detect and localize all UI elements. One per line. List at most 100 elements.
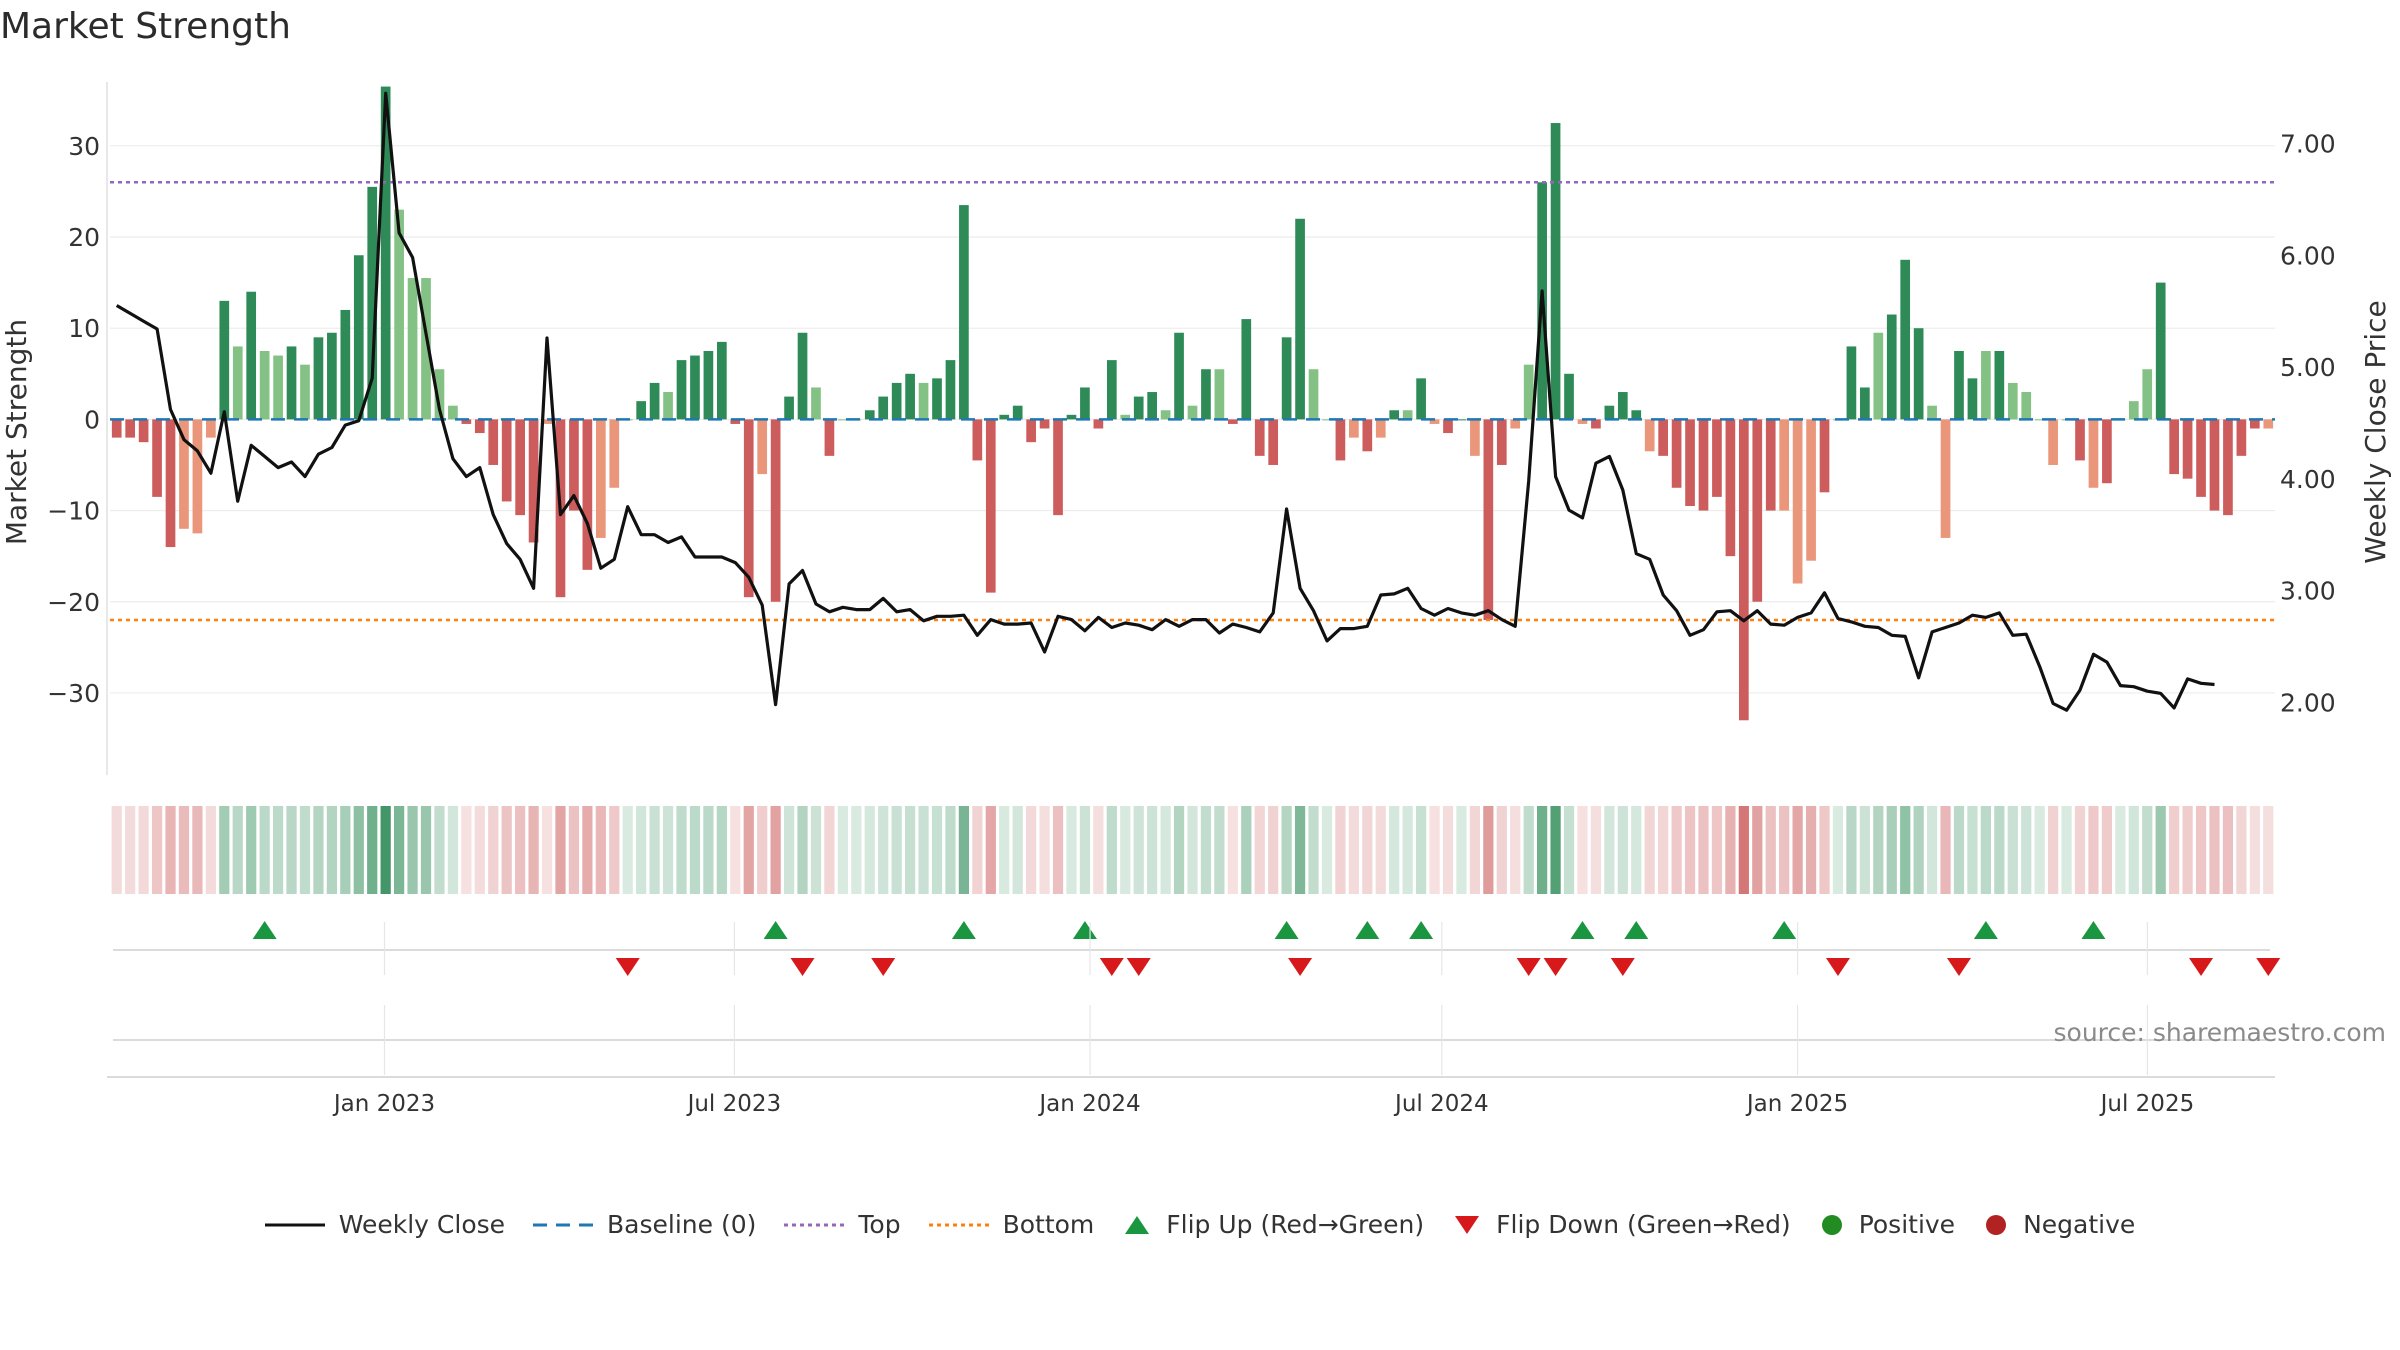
y-tick-label: 10: [68, 314, 100, 343]
strip-cell: [622, 806, 633, 894]
strength-bar: [192, 419, 203, 534]
strength-bar: [999, 414, 1010, 420]
strip-cell: [891, 806, 902, 894]
strip-cell: [1442, 806, 1454, 894]
strip-cell: [689, 806, 701, 894]
strip-cell: [1510, 806, 1521, 894]
strip-cell: [1281, 806, 1292, 894]
flip-down-marker: [790, 958, 815, 976]
strip-cell: [178, 806, 190, 894]
strength-bar: [1335, 419, 1346, 461]
strip-cell: [568, 806, 580, 894]
strip-cell: [111, 806, 122, 894]
strength-bar: [1483, 419, 1494, 620]
strip-cell: [649, 806, 660, 894]
strength-bar: [2209, 419, 2220, 511]
flip-down-marker: [1288, 958, 1313, 976]
strength-bar: [649, 382, 660, 420]
strength-bar: [1873, 332, 1884, 420]
source-note: source: sharemaestro.com: [2053, 1018, 2387, 1047]
strip-cell: [1429, 806, 1440, 894]
strip-cell: [878, 806, 889, 894]
legend-weekly-close: Weekly Close: [264, 1210, 505, 1239]
strength-bar: [595, 419, 606, 538]
strength-bar: [138, 419, 149, 443]
strip-cell: [918, 806, 929, 894]
strength-bar: [2075, 419, 2085, 461]
circle-icon: [1821, 1214, 1842, 1235]
strip-cell: [1241, 806, 1252, 894]
strip-cell: [1214, 806, 1225, 894]
strip-cell: [904, 806, 916, 894]
strip-cell: [192, 806, 203, 894]
strength-bar: [891, 382, 902, 420]
flip-down-marker: [1543, 958, 1568, 976]
strip-cell: [757, 806, 768, 894]
strength-bar: [1886, 314, 1897, 420]
strength-bar: [2236, 419, 2247, 456]
strength-bar: [811, 387, 821, 420]
flip-up-marker: [2081, 921, 2106, 939]
strength-bar: [327, 332, 337, 420]
strip-cell: [1658, 806, 1669, 894]
strength-bar: [1389, 410, 1400, 420]
strip-cell: [488, 806, 499, 894]
flip-up-marker: [1072, 921, 1097, 939]
y-tick-label: 30: [68, 132, 100, 161]
strip-cell: [1254, 806, 1265, 894]
strip-cell: [528, 806, 539, 894]
flip-up-marker: [1274, 921, 1299, 939]
strip-cell: [1779, 806, 1790, 894]
legend-label: Baseline (0): [607, 1210, 757, 1239]
strength-bar: [1981, 350, 1991, 420]
y-axis-left: −30 −20 −10 0 10 20 30: [47, 132, 100, 708]
strip-cell: [1012, 806, 1023, 894]
strip-cell: [1873, 806, 1884, 894]
strength-bar: [1429, 419, 1440, 424]
strength-bar: [461, 419, 472, 424]
strip-cell: [1604, 806, 1615, 894]
strip-cell: [1294, 806, 1306, 894]
strip-cell: [1483, 806, 1494, 894]
strip-cell: [1752, 806, 1763, 894]
strength-bar: [1443, 419, 1453, 434]
strip-cell: [340, 806, 351, 894]
strength-bar: [380, 86, 391, 420]
strip-cell: [1375, 806, 1386, 894]
strength-bar: [1147, 392, 1157, 420]
strength-bar: [1685, 419, 1695, 507]
strength-bar: [959, 205, 969, 420]
strength-bar: [1564, 373, 1574, 420]
strength-bar: [1080, 387, 1090, 420]
strip-cell: [595, 806, 606, 894]
strength-bar: [1510, 419, 1521, 429]
strength-bar: [905, 373, 915, 420]
strength-bar: [690, 355, 700, 420]
x-tick-label: Jul 2024: [1393, 1091, 1489, 1117]
strip-cell: [1415, 806, 1427, 894]
strip-cell: [219, 806, 230, 894]
strength-bar: [2048, 419, 2058, 465]
strength-bars: [111, 86, 2274, 721]
strength-bar: [542, 419, 552, 424]
flip-down-marker: [1825, 958, 1850, 976]
dotted-line-icon: [928, 1223, 989, 1226]
strip-cell: [1725, 806, 1736, 894]
strip-cell: [2115, 806, 2126, 894]
strip-cell: [1537, 806, 1548, 894]
legend-positive: Positive: [1819, 1210, 1955, 1239]
strip-cell: [1846, 806, 1857, 894]
strip-cell: [999, 806, 1010, 894]
strength-bar: [703, 350, 714, 420]
strength-bar: [2102, 419, 2112, 484]
strength-bar: [1860, 387, 1870, 420]
strip-cell: [1227, 806, 1238, 894]
strength-bar: [300, 364, 310, 420]
strip-cell: [2074, 806, 2086, 894]
strength-bar: [878, 396, 889, 420]
y-axis-right: 2.00 3.00 4.00 5.00 6.00 7.00: [2280, 129, 2336, 717]
strength-bar: [246, 291, 257, 420]
strip-cell: [1926, 806, 1938, 894]
y2-tick-label: 4.00: [2280, 465, 2336, 494]
legend-label: Bottom: [1002, 1210, 1095, 1239]
